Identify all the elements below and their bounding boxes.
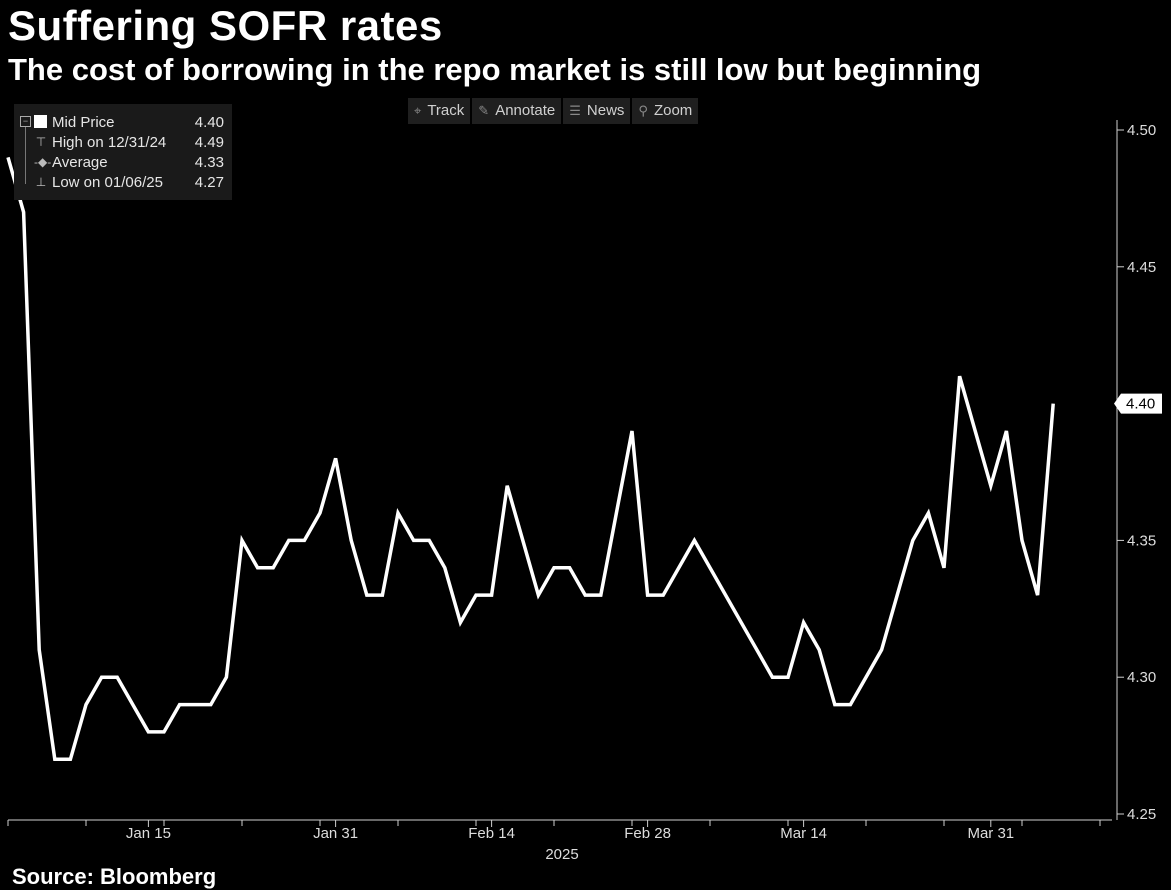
y-tick-label: 4.50	[1127, 122, 1156, 139]
x-tick-label: Feb 28	[624, 825, 671, 842]
magnifier-icon: ⚲	[638, 103, 648, 118]
x-axis-label: 2025	[545, 846, 578, 863]
low-marker-icon: ⊥	[35, 175, 47, 189]
y-tick-label: 4.35	[1127, 532, 1156, 549]
legend-tree-line	[25, 126, 26, 184]
legend-low-label: Low on 01/06/25	[52, 174, 163, 191]
zoom-label: Zoom	[653, 102, 693, 119]
x-tick-label: Feb 14	[468, 825, 515, 842]
legend-panel: − Mid Price 4.40 ⊤ High on 12/31/24 4.49…	[14, 104, 232, 200]
collapse-icon[interactable]: −	[20, 116, 31, 127]
chart-title: Suffering SOFR rates	[8, 2, 443, 49]
legend-mid-value: 4.40	[194, 114, 224, 131]
high-marker-icon: ⊤	[35, 135, 47, 149]
legend-avg-value: 4.33	[194, 154, 224, 171]
news-button[interactable]: ☰ News	[563, 98, 631, 124]
last-value-label: 4.40	[1126, 396, 1155, 413]
chart-toolbar: ⌖ Track ✎ Annotate ☰ News ⚲ Zoom	[408, 98, 699, 124]
track-label: Track	[427, 102, 465, 119]
chart-subtitle: The cost of borrowing in the repo market…	[8, 52, 982, 87]
zoom-button[interactable]: ⚲ Zoom	[632, 98, 699, 124]
x-tick-label: Jan 15	[126, 825, 171, 842]
annotate-button[interactable]: ✎ Annotate	[472, 98, 562, 124]
series-line-mid-price	[6, 156, 1055, 762]
y-tick-label: 4.30	[1127, 669, 1156, 686]
source-note: Source: Bloomberg	[12, 864, 217, 889]
legend-high-value: 4.49	[194, 134, 224, 151]
legend-row-mid-price[interactable]: − Mid Price 4.40	[14, 112, 232, 132]
series-swatch	[34, 115, 47, 128]
y-tick-label: 4.25	[1127, 806, 1156, 823]
annotate-label: Annotate	[495, 102, 556, 119]
last-value-tag	[1114, 393, 1162, 414]
legend-high-label: High on 12/31/24	[52, 134, 167, 151]
legend-row-high: ⊤ High on 12/31/24 4.49	[14, 132, 232, 152]
legend-low-value: 4.27	[194, 174, 224, 191]
average-marker-icon: -◆-	[34, 155, 52, 169]
pencil-icon: ✎	[478, 103, 490, 118]
y-tick-label: 4.45	[1127, 259, 1156, 276]
x-tick-label: Mar 14	[780, 825, 827, 842]
legend-row-average: -◆- Average 4.33	[14, 152, 232, 172]
track-button[interactable]: ⌖ Track	[408, 98, 471, 124]
legend-avg-label: Average	[52, 154, 108, 171]
x-tick-label: Jan 31	[313, 825, 358, 842]
news-icon: ☰	[569, 103, 581, 118]
news-label: News	[586, 102, 625, 119]
legend-mid-label: Mid Price	[52, 114, 115, 131]
crosshair-icon: ⌖	[414, 103, 422, 118]
x-tick-label: Mar 31	[967, 825, 1014, 842]
legend-row-low: ⊥ Low on 01/06/25 4.27	[14, 172, 232, 192]
